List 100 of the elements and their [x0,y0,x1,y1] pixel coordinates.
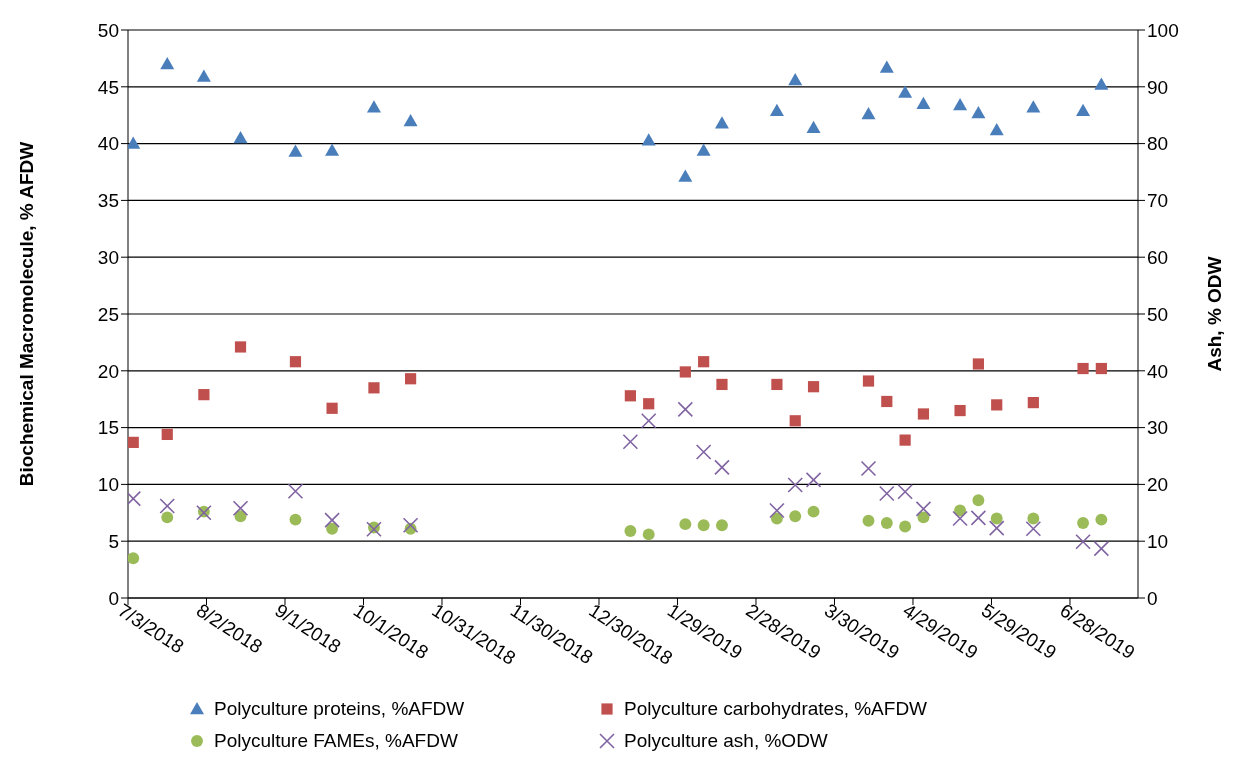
point [326,402,338,414]
point [1027,512,1040,525]
point [326,522,339,535]
point [917,511,930,524]
point [622,434,639,450]
point [806,120,821,133]
point [402,517,419,534]
point [368,382,380,394]
point [679,366,691,378]
point [769,502,785,519]
point [698,356,710,368]
point [879,60,894,73]
point [716,519,728,532]
y2-tick-label: 20 [1147,474,1169,496]
point [679,518,692,531]
point [232,500,249,517]
point [160,57,175,70]
point [643,398,655,410]
point [677,401,694,418]
point [716,378,728,391]
point [714,459,730,476]
point [953,97,968,111]
point [989,122,1004,136]
legend-label: Polyculture proteins, %AFDW [214,698,465,720]
y-tick-label: 0 [108,587,119,609]
point [366,100,381,113]
y2-tick-label: 90 [1147,76,1169,98]
point [288,144,303,157]
point [678,169,693,182]
y-tick-label: 45 [97,76,119,98]
point [641,133,656,146]
y2-tick-label: 80 [1147,133,1169,155]
point [289,513,302,526]
y-tick-label: 35 [97,190,119,212]
point [234,510,247,523]
point [787,477,804,493]
legend-label: Polyculture ash, %ODW [624,730,828,752]
point [988,520,1005,536]
point [915,501,932,517]
point [879,485,895,502]
point [128,436,139,448]
point [159,498,176,514]
y2-axis-title: Ash, % ODW [1203,256,1225,372]
point [1026,100,1041,113]
point [917,408,930,420]
point [696,143,711,156]
y2-tick-label: 60 [1147,246,1169,268]
point [990,512,1003,525]
point [916,96,931,110]
point [128,552,140,565]
y2-tick-label: 100 [1147,19,1179,41]
point [991,399,1003,411]
point [366,521,382,538]
point [898,85,913,98]
point [714,116,729,129]
point [788,72,803,86]
y2-tick-label: 0 [1147,587,1158,609]
y2-tick-label: 30 [1147,417,1169,439]
point [860,460,877,477]
point [807,505,820,518]
point [807,381,820,393]
point [640,412,657,429]
point [899,520,912,533]
point [789,510,802,523]
point [128,136,141,149]
y-tick-label: 15 [97,417,119,439]
y2-tick-label: 40 [1147,360,1169,382]
point [862,514,875,527]
point [1077,517,1089,529]
point [233,130,248,144]
point [1027,397,1039,409]
point [881,395,893,408]
y-tick-label: 5 [108,530,119,552]
point [971,105,986,119]
y2-tick-label: 70 [1147,190,1169,212]
y-axis-title: Biochemical Macromolecule, % AFDW [15,141,37,487]
point [1095,362,1107,375]
legend-label: Polyculture carbohydrates, %AFDW [624,698,928,720]
y-tick-label: 25 [97,303,119,325]
point [403,113,418,127]
point [970,510,987,526]
point [954,404,966,417]
point [769,103,784,116]
point [287,483,304,500]
point [161,428,173,441]
point [1095,513,1108,526]
point [196,69,211,82]
point [880,517,893,529]
point [404,373,417,385]
point [972,494,985,507]
point [861,107,876,120]
point [897,483,913,500]
point [642,528,655,541]
point [289,356,302,368]
point [695,444,712,460]
point [952,510,968,527]
point [1025,520,1042,537]
point [771,378,783,391]
y-tick-label: 10 [97,474,119,496]
point [1093,540,1110,557]
